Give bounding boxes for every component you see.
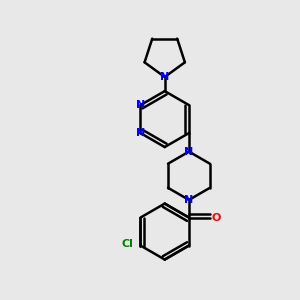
Text: N: N [184, 147, 194, 157]
Text: O: O [211, 213, 221, 223]
Text: N: N [160, 72, 169, 82]
Text: N: N [136, 128, 145, 138]
Text: N: N [136, 100, 145, 110]
Text: Cl: Cl [121, 239, 133, 249]
Text: N: N [184, 195, 194, 205]
